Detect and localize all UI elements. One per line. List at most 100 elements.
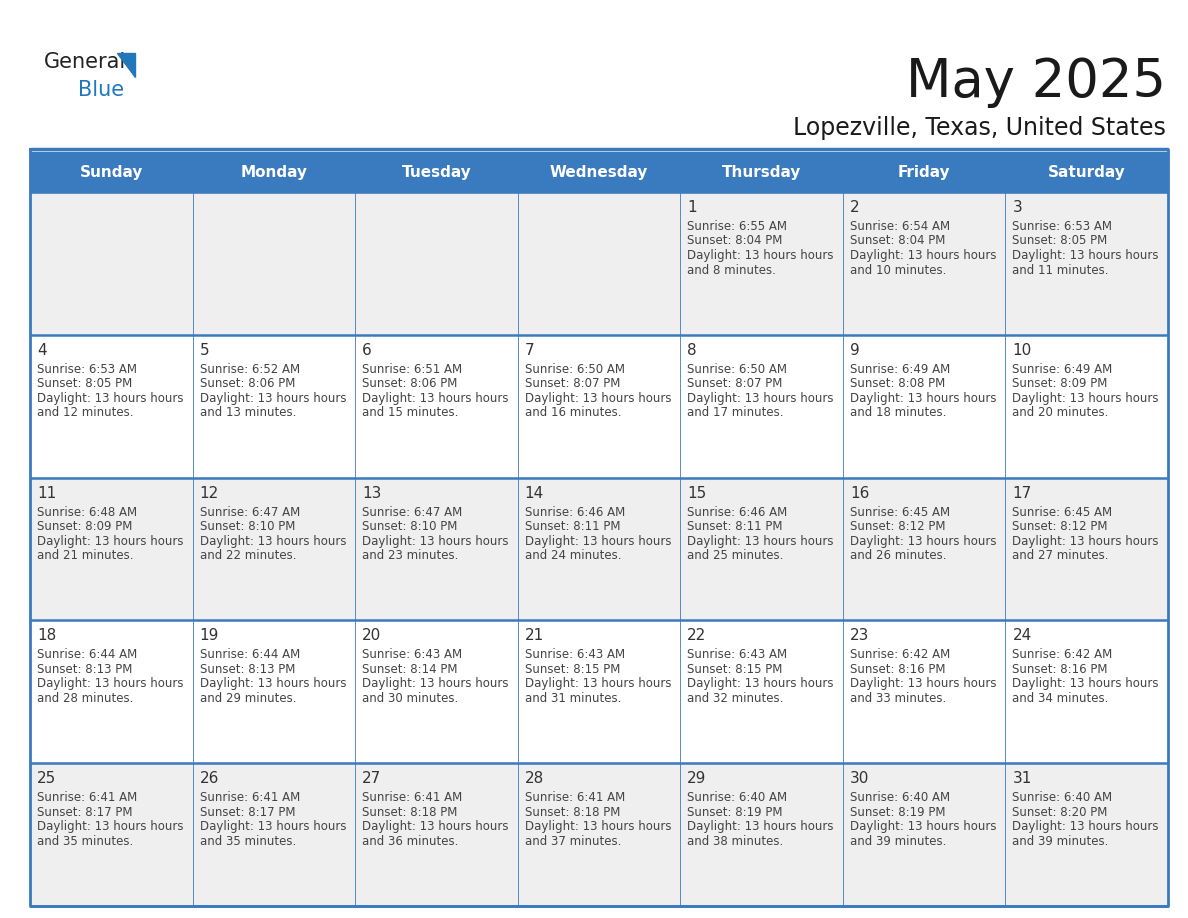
- Text: Sunrise: 6:46 AM: Sunrise: 6:46 AM: [688, 506, 788, 519]
- Text: Daylight: 13 hours hours: Daylight: 13 hours hours: [362, 534, 508, 548]
- Text: 3: 3: [1012, 200, 1022, 215]
- Bar: [30, 621, 192, 763]
- Text: Wednesday: Wednesday: [550, 164, 649, 180]
- Text: Sunset: 8:14 PM: Sunset: 8:14 PM: [362, 663, 457, 676]
- Text: Sunset: 8:12 PM: Sunset: 8:12 PM: [849, 521, 946, 533]
- Text: 30: 30: [849, 771, 870, 786]
- Bar: [681, 192, 842, 335]
- Text: 20: 20: [362, 629, 381, 644]
- Text: and 32 minutes.: and 32 minutes.: [688, 692, 784, 705]
- Text: Sunrise: 6:46 AM: Sunrise: 6:46 AM: [525, 506, 625, 519]
- Text: and 37 minutes.: and 37 minutes.: [525, 834, 621, 847]
- Text: Sunset: 8:05 PM: Sunset: 8:05 PM: [1012, 234, 1107, 248]
- Text: Daylight: 13 hours hours: Daylight: 13 hours hours: [688, 534, 834, 548]
- Text: Sunrise: 6:50 AM: Sunrise: 6:50 AM: [688, 363, 788, 375]
- Bar: [681, 763, 842, 906]
- Text: 2: 2: [849, 200, 859, 215]
- Text: Sunset: 8:20 PM: Sunset: 8:20 PM: [1012, 806, 1107, 819]
- Text: 22: 22: [688, 629, 707, 644]
- Text: Sunrise: 6:41 AM: Sunrise: 6:41 AM: [362, 791, 462, 804]
- Text: Tuesday: Tuesday: [402, 164, 472, 180]
- Text: and 35 minutes.: and 35 minutes.: [37, 834, 133, 847]
- Text: and 13 minutes.: and 13 minutes.: [200, 407, 296, 420]
- Bar: [355, 335, 518, 477]
- Text: Daylight: 13 hours hours: Daylight: 13 hours hours: [200, 534, 346, 548]
- Text: Sunrise: 6:54 AM: Sunrise: 6:54 AM: [849, 220, 950, 233]
- Text: Sunrise: 6:41 AM: Sunrise: 6:41 AM: [525, 791, 625, 804]
- Text: Sunset: 8:04 PM: Sunset: 8:04 PM: [688, 234, 783, 248]
- Text: 14: 14: [525, 486, 544, 500]
- Text: Sunrise: 6:49 AM: Sunrise: 6:49 AM: [1012, 363, 1113, 375]
- Text: 29: 29: [688, 771, 707, 786]
- Text: Sunrise: 6:49 AM: Sunrise: 6:49 AM: [849, 363, 950, 375]
- Text: Monday: Monday: [240, 164, 308, 180]
- Text: Daylight: 13 hours hours: Daylight: 13 hours hours: [200, 820, 346, 834]
- Text: and 31 minutes.: and 31 minutes.: [525, 692, 621, 705]
- Text: and 29 minutes.: and 29 minutes.: [200, 692, 296, 705]
- Text: Sunrise: 6:43 AM: Sunrise: 6:43 AM: [688, 648, 788, 661]
- Text: Sunset: 8:06 PM: Sunset: 8:06 PM: [200, 377, 295, 390]
- Text: Sunset: 8:09 PM: Sunset: 8:09 PM: [37, 521, 132, 533]
- Text: Sunset: 8:17 PM: Sunset: 8:17 PM: [200, 806, 295, 819]
- Bar: [1005, 152, 1168, 192]
- Text: and 18 minutes.: and 18 minutes.: [849, 407, 946, 420]
- Text: Sunrise: 6:50 AM: Sunrise: 6:50 AM: [525, 363, 625, 375]
- Text: Sunrise: 6:42 AM: Sunrise: 6:42 AM: [1012, 648, 1113, 661]
- Text: Daylight: 13 hours hours: Daylight: 13 hours hours: [688, 820, 834, 834]
- Text: Sunset: 8:05 PM: Sunset: 8:05 PM: [37, 377, 132, 390]
- Text: and 10 minutes.: and 10 minutes.: [849, 263, 946, 276]
- Text: Sunrise: 6:41 AM: Sunrise: 6:41 AM: [37, 791, 138, 804]
- Text: Daylight: 13 hours hours: Daylight: 13 hours hours: [849, 249, 997, 262]
- Text: Sunrise: 6:43 AM: Sunrise: 6:43 AM: [525, 648, 625, 661]
- Text: Sunset: 8:07 PM: Sunset: 8:07 PM: [688, 377, 783, 390]
- Bar: [842, 477, 1005, 621]
- Text: Daylight: 13 hours hours: Daylight: 13 hours hours: [849, 534, 997, 548]
- Bar: [518, 763, 681, 906]
- Text: Sunrise: 6:48 AM: Sunrise: 6:48 AM: [37, 506, 137, 519]
- Text: Daylight: 13 hours hours: Daylight: 13 hours hours: [1012, 677, 1159, 690]
- Text: 27: 27: [362, 771, 381, 786]
- Text: and 25 minutes.: and 25 minutes.: [688, 549, 784, 562]
- Text: Daylight: 13 hours hours: Daylight: 13 hours hours: [1012, 392, 1159, 405]
- Text: Sunrise: 6:44 AM: Sunrise: 6:44 AM: [200, 648, 299, 661]
- Text: Sunday: Sunday: [80, 164, 143, 180]
- Bar: [355, 477, 518, 621]
- Text: and 26 minutes.: and 26 minutes.: [849, 549, 947, 562]
- Bar: [1005, 763, 1168, 906]
- Bar: [355, 621, 518, 763]
- Text: 28: 28: [525, 771, 544, 786]
- Text: Sunset: 8:16 PM: Sunset: 8:16 PM: [849, 663, 946, 676]
- Text: Daylight: 13 hours hours: Daylight: 13 hours hours: [37, 820, 183, 834]
- Text: and 15 minutes.: and 15 minutes.: [362, 407, 459, 420]
- Text: 9: 9: [849, 342, 860, 358]
- Text: Daylight: 13 hours hours: Daylight: 13 hours hours: [525, 820, 671, 834]
- Text: Sunset: 8:10 PM: Sunset: 8:10 PM: [200, 521, 295, 533]
- Text: and 38 minutes.: and 38 minutes.: [688, 834, 784, 847]
- Text: Sunset: 8:12 PM: Sunset: 8:12 PM: [1012, 521, 1108, 533]
- Bar: [30, 152, 192, 192]
- Text: 8: 8: [688, 342, 697, 358]
- Text: 24: 24: [1012, 629, 1031, 644]
- Text: Sunrise: 6:55 AM: Sunrise: 6:55 AM: [688, 220, 788, 233]
- Bar: [355, 763, 518, 906]
- Text: Daylight: 13 hours hours: Daylight: 13 hours hours: [688, 392, 834, 405]
- Text: Daylight: 13 hours hours: Daylight: 13 hours hours: [1012, 820, 1159, 834]
- Bar: [355, 192, 518, 335]
- Bar: [30, 335, 192, 477]
- Text: Sunrise: 6:40 AM: Sunrise: 6:40 AM: [688, 791, 788, 804]
- Text: 21: 21: [525, 629, 544, 644]
- Text: Friday: Friday: [898, 164, 950, 180]
- Bar: [518, 335, 681, 477]
- Text: Sunrise: 6:45 AM: Sunrise: 6:45 AM: [849, 506, 950, 519]
- Text: and 21 minutes.: and 21 minutes.: [37, 549, 133, 562]
- Text: 7: 7: [525, 342, 535, 358]
- Text: Sunset: 8:16 PM: Sunset: 8:16 PM: [1012, 663, 1108, 676]
- Bar: [192, 335, 355, 477]
- Text: 25: 25: [37, 771, 56, 786]
- Text: Saturday: Saturday: [1048, 164, 1125, 180]
- Text: 31: 31: [1012, 771, 1032, 786]
- Text: Daylight: 13 hours hours: Daylight: 13 hours hours: [849, 820, 997, 834]
- Text: and 39 minutes.: and 39 minutes.: [1012, 834, 1108, 847]
- Text: Sunset: 8:13 PM: Sunset: 8:13 PM: [200, 663, 295, 676]
- Text: 4: 4: [37, 342, 46, 358]
